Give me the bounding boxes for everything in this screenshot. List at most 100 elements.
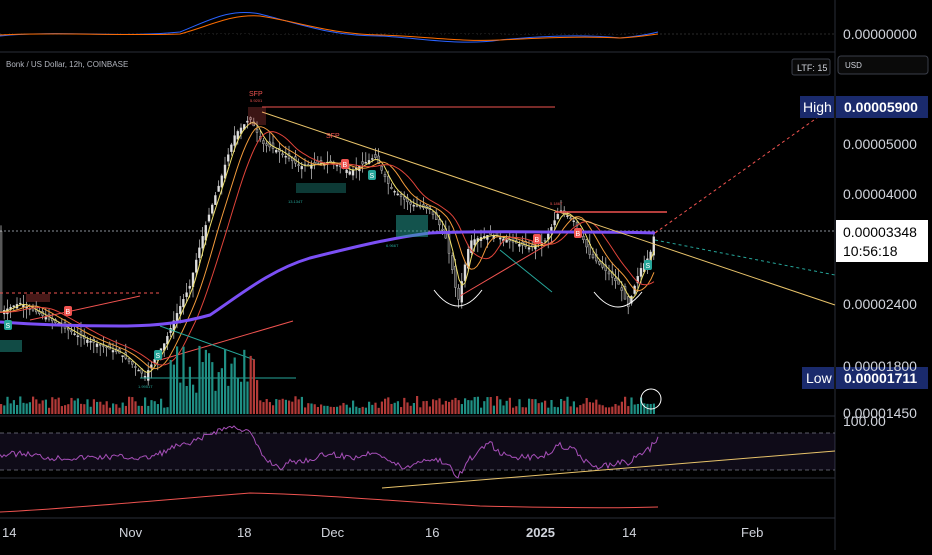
candle-body — [218, 186, 220, 191]
macd-hist-bar — [589, 28, 591, 34]
macd-hist-bar — [214, 34, 216, 42]
volume-bar — [115, 404, 117, 414]
macd-hist-bar — [22, 31, 24, 34]
macd-hist-bar — [373, 33, 375, 34]
volume-bar — [16, 405, 18, 414]
volume-bar — [314, 404, 316, 414]
volume-bar — [83, 404, 85, 414]
macd-hist-bar — [463, 34, 465, 40]
macd-hist-bar — [304, 28, 306, 34]
candle-body — [454, 266, 456, 287]
candle-body — [374, 154, 376, 157]
macd-hist-bar — [211, 34, 213, 43]
candle-body — [96, 344, 98, 347]
volume-bar — [285, 400, 287, 414]
macd-hist-bar — [268, 30, 270, 34]
time-tick: 14 — [2, 525, 16, 540]
volume-bar — [275, 399, 277, 414]
macd-hist-bar — [109, 31, 111, 34]
signal-marker-text: B — [576, 231, 581, 238]
macd-hist-bar — [181, 34, 183, 44]
macd-hist-bar — [472, 34, 474, 38]
volume-bar — [48, 408, 50, 414]
macd-hist-bar — [301, 29, 303, 34]
volume-bar — [461, 404, 463, 414]
volume-bar — [390, 404, 392, 414]
volume-bar — [6, 397, 8, 414]
volume-bar — [227, 386, 229, 414]
macd-hist-bar — [244, 34, 246, 37]
volume-bar — [32, 397, 34, 414]
candle-body — [262, 140, 264, 143]
volume-bar — [320, 404, 322, 414]
volume-bar — [493, 406, 495, 414]
volume-bar — [336, 407, 338, 414]
volume-bar — [170, 360, 172, 414]
volume-bar — [208, 353, 210, 414]
macd-hist-bar — [523, 30, 525, 34]
macd-hist-bar — [286, 25, 288, 34]
candle-body — [528, 248, 530, 250]
candle-body — [179, 306, 181, 313]
macd-hist-bar — [238, 34, 240, 37]
volume-bar — [294, 396, 296, 414]
volume-bar — [509, 398, 511, 414]
volume-bar — [102, 405, 104, 414]
volume-bar — [358, 408, 360, 414]
volume-bar — [90, 407, 92, 414]
macd-hist-bar — [265, 30, 267, 34]
time-tick: Feb — [741, 525, 763, 540]
macd-hist-bar — [604, 30, 606, 34]
candle-body — [554, 221, 556, 225]
volume-bar — [621, 402, 623, 414]
macd-hist-bar — [55, 29, 57, 34]
macd-hist-bar — [259, 31, 261, 34]
time-tick: 18 — [237, 525, 251, 540]
macd-hist-bar — [199, 34, 201, 45]
volume-bar — [576, 407, 578, 414]
macd-hist-bar — [535, 30, 537, 34]
macd-hist-bar — [367, 32, 369, 34]
volume-bar — [630, 397, 632, 414]
macd-hist-bar — [592, 29, 594, 34]
signal-marker-text: B — [66, 309, 71, 316]
candle-body — [362, 162, 364, 164]
candle-body — [198, 248, 200, 258]
volume-bar — [384, 399, 386, 414]
macd-hist-bar — [46, 29, 48, 34]
volume-bar — [61, 406, 63, 414]
macd-hist-bar — [568, 28, 570, 34]
macd-hist-bar — [553, 28, 555, 34]
candle-body — [256, 129, 258, 132]
macd-hist-bar — [283, 26, 285, 34]
macd-hist-bar — [49, 28, 51, 34]
macd-hist-bar — [598, 30, 600, 34]
macd-hist-bar — [97, 31, 99, 34]
macd-hist-bar — [175, 34, 177, 40]
macd-hist-bar — [628, 34, 630, 35]
macd-hist-bar — [91, 29, 93, 34]
volume-bar — [438, 398, 440, 414]
candle-body — [90, 341, 92, 342]
macd-hist-bar — [466, 34, 468, 38]
volume-bar — [246, 382, 248, 414]
volume-bar — [602, 405, 604, 414]
macd-hist-bar — [484, 34, 486, 37]
volume-bar — [154, 401, 156, 414]
macd-hist-bar — [169, 34, 171, 39]
rsi-band — [0, 433, 835, 470]
zone-3 — [0, 340, 22, 352]
macd-hist-bar — [424, 34, 426, 40]
volume-bar — [579, 405, 581, 414]
candle-body — [301, 166, 303, 169]
macd-hist-bar — [481, 34, 483, 37]
candle-body — [544, 240, 546, 241]
macd-hist-bar — [571, 29, 573, 34]
volume-bar — [477, 397, 479, 414]
volume-bar — [371, 405, 373, 414]
candle-body — [573, 221, 575, 222]
macd-hist-bar — [289, 25, 291, 34]
volume-bar — [317, 407, 319, 414]
